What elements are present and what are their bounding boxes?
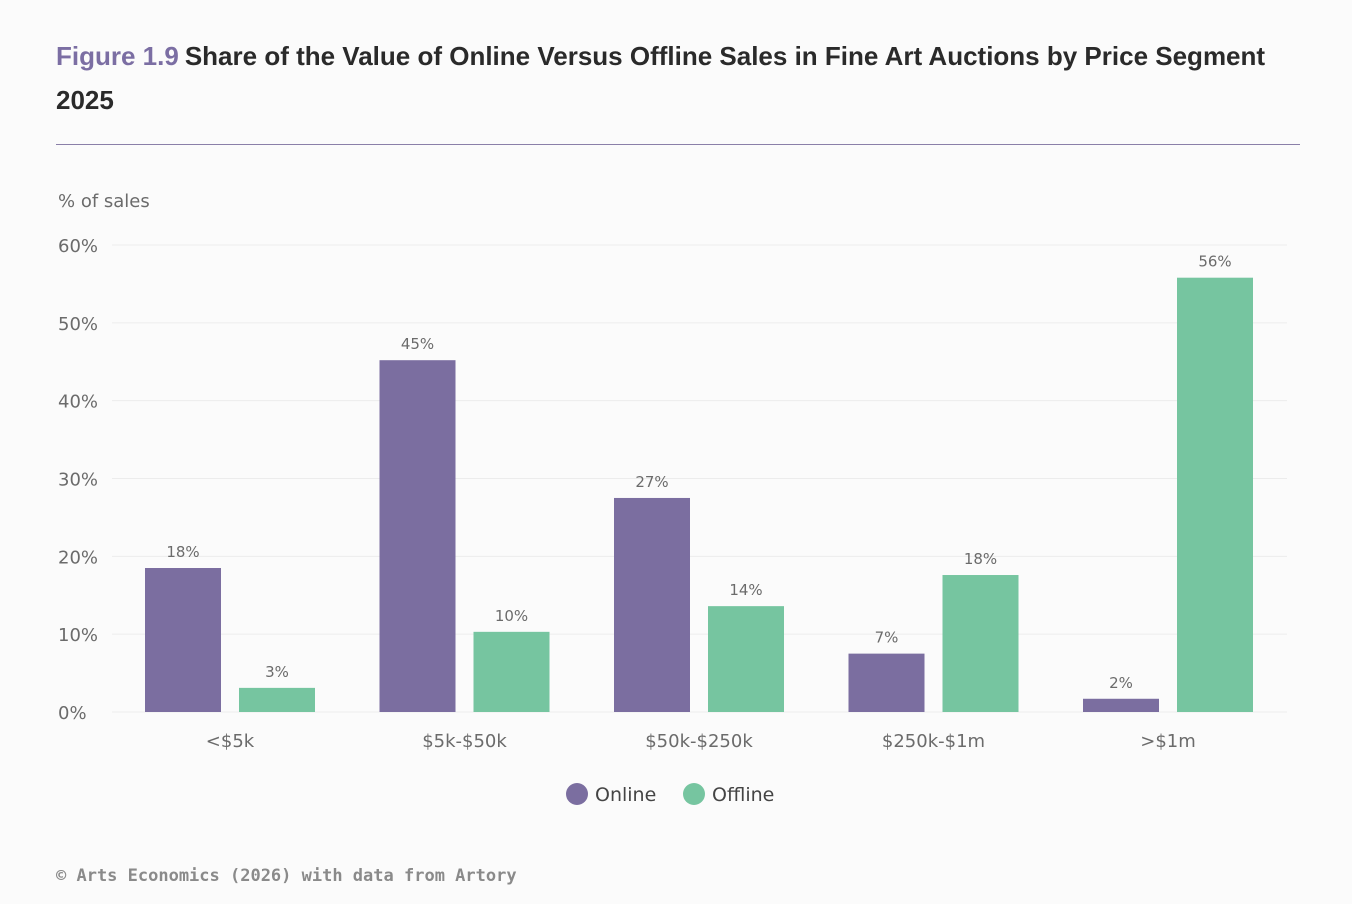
data-label: 27% [635, 473, 668, 491]
legend-swatch [566, 783, 588, 805]
legend-label: Online [595, 784, 656, 806]
bar-online [379, 360, 456, 712]
x-tick-label: $50k-$250k [645, 731, 753, 752]
bar-online [145, 568, 221, 712]
y-tick-label: 60% [58, 236, 98, 257]
x-tick-label: $250k-$1m [882, 731, 985, 752]
bar-online [614, 497, 690, 712]
y-axis-label: % of sales [58, 191, 150, 212]
bar-online [1083, 698, 1159, 712]
y-tick-label: 30% [58, 470, 98, 491]
legend-item-online: Online [566, 783, 656, 806]
data-label: 18% [166, 543, 199, 561]
bar-offline [942, 575, 1019, 712]
title-text: Share of the Value of Online Versus Offl… [56, 41, 1266, 115]
data-label: 3% [265, 663, 289, 681]
x-tick-label: $5k-$50k [422, 731, 507, 752]
y-tick-label: 50% [58, 314, 98, 335]
legend-item-offline: Offline [683, 783, 774, 806]
bar-offline [1177, 277, 1253, 712]
bar-online [848, 653, 925, 712]
y-tick-label: 20% [58, 547, 98, 568]
data-label: 18% [964, 550, 997, 568]
chart-title: Figure 1.9 Share of the Value of Online V… [56, 34, 1296, 122]
x-tick-label: <$5k [206, 731, 255, 752]
data-label: 10% [495, 607, 528, 625]
x-tick-label: >$1m [1140, 731, 1196, 752]
bar-offline [708, 606, 784, 712]
legend-label: Offline [712, 784, 774, 806]
y-tick-label: 0% [58, 703, 87, 724]
bar-offline [473, 631, 550, 712]
figure-label: Figure 1.9 [56, 41, 179, 71]
title-divider [56, 144, 1300, 145]
legend-swatch [683, 783, 705, 805]
data-label: 56% [1198, 253, 1231, 271]
data-label: 7% [875, 629, 899, 647]
y-tick-label: 40% [58, 392, 98, 413]
data-label: 14% [729, 581, 762, 599]
bar-offline [239, 687, 315, 712]
source-footer: © Arts Economics (2026) with data from A… [56, 866, 517, 886]
data-label: 45% [401, 335, 434, 353]
y-tick-label: 10% [58, 625, 98, 646]
data-label: 2% [1109, 674, 1133, 692]
